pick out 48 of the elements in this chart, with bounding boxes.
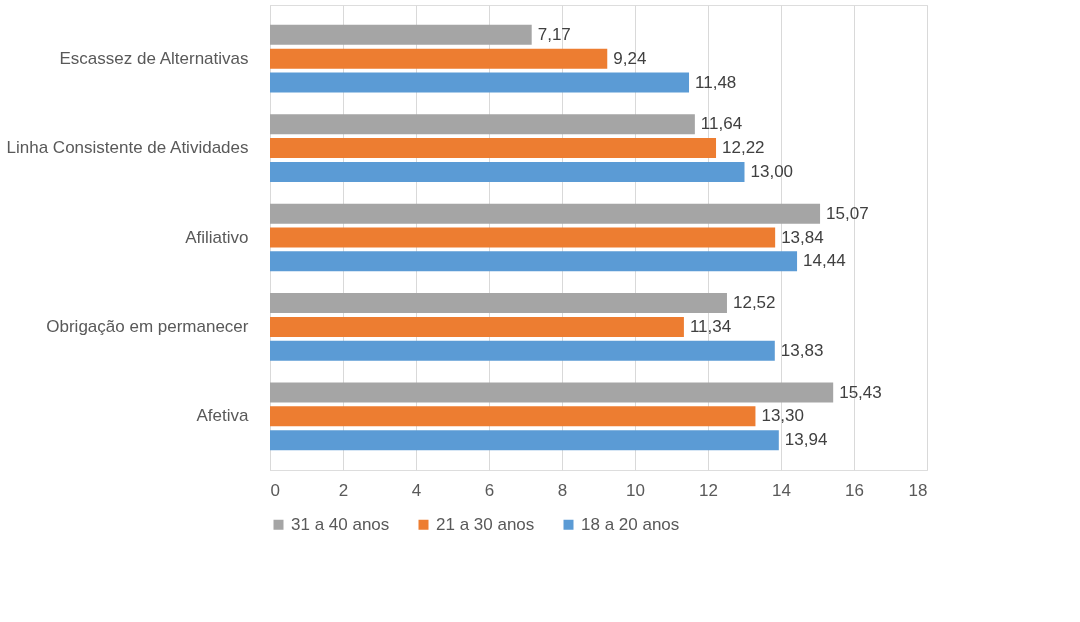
bar [270, 316, 684, 337]
bar [270, 382, 834, 403]
data-label: 15,43 [839, 382, 882, 402]
data-label: 13,30 [761, 406, 804, 426]
x-tick-label: 10 [626, 480, 645, 500]
data-label: 12,22 [722, 138, 765, 158]
bar [270, 406, 756, 427]
data-label: 11,48 [695, 72, 737, 92]
bar [270, 430, 779, 451]
bar [270, 48, 608, 69]
legend-label: 18 a 20 anos [581, 514, 680, 534]
bar [270, 227, 776, 248]
x-tick-label: 2 [338, 480, 349, 500]
data-label: 12,52 [732, 293, 776, 313]
data-label: 7,17 [537, 24, 571, 44]
y-tick-label: Afiliativo [185, 227, 249, 247]
legend-label: 21 a 30 anos [436, 514, 535, 534]
data-label: 11,34 [689, 316, 732, 336]
data-label: 9,24 [613, 48, 647, 68]
data-label: 13,83 [780, 340, 824, 360]
bar [270, 161, 745, 182]
x-tick-label: 16 [845, 480, 864, 500]
x-tick-label: 4 [411, 480, 422, 500]
bar [270, 251, 798, 272]
bar [270, 340, 775, 361]
data-label: 13,84 [781, 227, 824, 247]
x-tick-label: 6 [484, 480, 495, 500]
data-label: 13,00 [750, 161, 794, 181]
x-tick-label: 12 [699, 480, 718, 500]
data-label: 11,64 [700, 114, 743, 134]
bar [270, 293, 727, 314]
bar [270, 72, 690, 93]
y-tick-label: Afetiva [196, 406, 250, 426]
x-tick-label: 18 [908, 480, 928, 500]
bar [270, 114, 695, 135]
data-label: 13,94 [784, 430, 828, 450]
x-tick-label: 0 [270, 480, 280, 500]
x-tick-label: 8 [557, 480, 568, 500]
legend-label: 31 a 40 anos [291, 514, 390, 534]
bar [270, 24, 532, 45]
y-tick-label: Escassez de Alternativas [59, 48, 249, 68]
data-label: 15,07 [826, 203, 869, 223]
x-tick-label: 14 [772, 480, 791, 500]
bar [270, 203, 821, 224]
y-tick-label: Linha Consistente de Atividades [6, 138, 249, 158]
bar [270, 138, 717, 159]
data-label: 14,44 [803, 251, 846, 271]
y-tick-label: Obrigação em permanecer [46, 316, 249, 336]
